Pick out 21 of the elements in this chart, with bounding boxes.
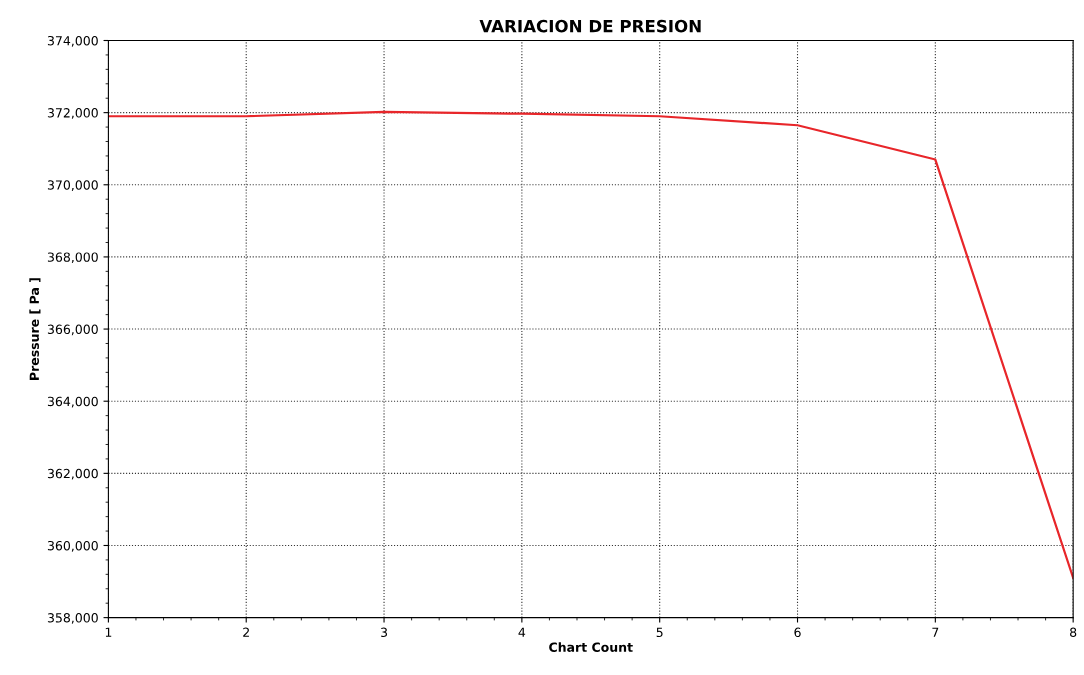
y-axis-title: Pressure [ Pa ] <box>29 278 41 380</box>
x-tick-label: 7 <box>932 627 939 637</box>
line-series <box>108 110 1074 580</box>
chart-title: VARIACION DE PRESION <box>479 19 701 33</box>
y-tick-label: 366,000 <box>47 324 98 336</box>
x-tick-label: 2 <box>243 627 249 637</box>
y-tick-label: 360,000 <box>47 540 98 552</box>
y-tick-label: 368,000 <box>47 252 98 264</box>
x-tick-label: 4 <box>518 627 526 637</box>
y-tick-label: 374,000 <box>47 35 98 47</box>
x-tick-label: 8 <box>1070 627 1077 638</box>
y-tick-label: 370,000 <box>47 180 98 191</box>
y-tick-label: 372,000 <box>47 108 98 119</box>
x-tick-label: 3 <box>381 627 388 638</box>
y-tick-label: 358,000 <box>47 613 98 624</box>
x-axis-title: Chart Count <box>549 642 633 652</box>
y-tick-label: 362,000 <box>47 468 98 480</box>
x-tick-label: 1 <box>105 627 112 637</box>
y-tick-label: 364,000 <box>47 396 98 408</box>
x-tick-label: 6 <box>794 627 801 638</box>
x-tick-label: 5 <box>656 627 663 638</box>
